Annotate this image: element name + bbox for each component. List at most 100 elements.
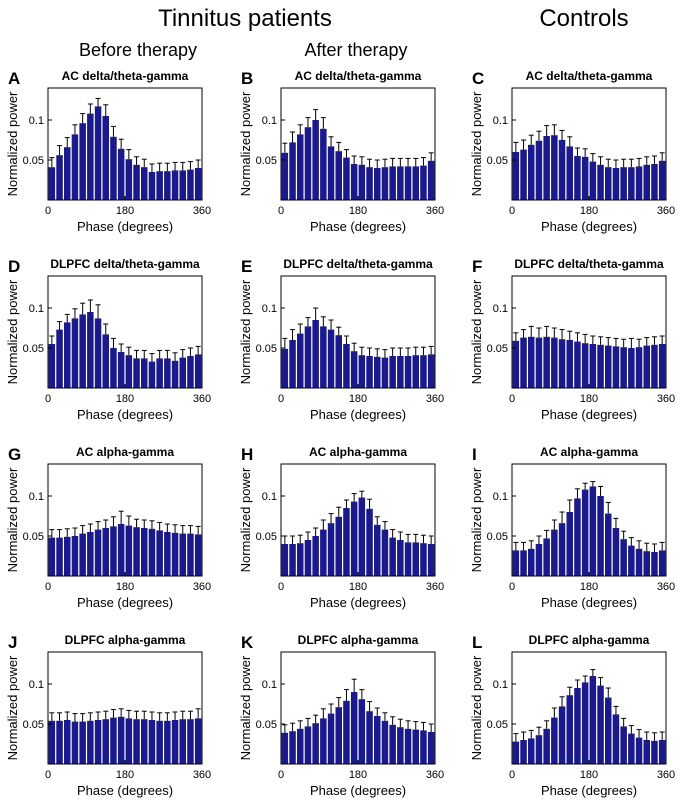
bar-e-4 <box>312 320 319 388</box>
bar-d-14 <box>156 358 163 388</box>
panel-title-l: DLPFC alpha-gamma <box>529 633 650 647</box>
panel-title-g: AC alpha-gamma <box>76 445 174 459</box>
xtick-label-h-0: 0 <box>278 581 284 593</box>
panel-label-l: L <box>472 633 482 652</box>
ytick-label-c-0.1: 0.1 <box>493 115 508 127</box>
xtick-label-k-0: 0 <box>278 769 284 781</box>
xtick-label-a-180: 180 <box>116 205 134 217</box>
axes-frame-e <box>280 275 436 389</box>
bar-j-4 <box>79 721 86 764</box>
bar-e-7 <box>335 335 342 388</box>
bar-h-16 <box>404 542 412 576</box>
ytick-label-d-0.1: 0.1 <box>29 303 44 315</box>
bar-i-11 <box>597 496 604 576</box>
xtick-label-d-180: 180 <box>116 393 134 405</box>
ytick-label-i-0.1: 0.1 <box>493 491 508 503</box>
bar-c-5 <box>551 135 558 200</box>
bar-i-14 <box>620 539 627 576</box>
bar-f-17 <box>643 345 650 388</box>
bar-e-14 <box>389 356 396 388</box>
axes-frame-b <box>280 87 436 201</box>
bar-a-18 <box>187 169 194 200</box>
bar-k-17 <box>412 729 419 764</box>
bar-b-11 <box>366 167 373 200</box>
bar-b-0 <box>281 152 289 200</box>
xlabel-h: Phase (degrees) <box>310 595 406 610</box>
bar-c-15 <box>628 167 635 200</box>
bar-l-17 <box>643 740 650 764</box>
bar-i-2 <box>528 548 535 576</box>
bar-i-15 <box>628 545 635 576</box>
xlabel-j: Phase (degrees) <box>77 783 173 798</box>
bar-l-3 <box>535 735 543 764</box>
bar-b-2 <box>297 134 304 200</box>
bar-g-10 <box>125 525 133 576</box>
bar-h-14 <box>389 537 396 576</box>
bar-i-5 <box>551 529 558 576</box>
bar-c-11 <box>597 164 604 200</box>
bar-l-15 <box>628 733 635 764</box>
panel-label-b: B <box>241 69 253 88</box>
ylabel-l: Normalized power <box>469 655 484 760</box>
ytick-label-b-0.1: 0.1 <box>262 115 277 127</box>
bar-g-2 <box>64 536 71 576</box>
bar-f-13 <box>612 346 620 388</box>
xtick-label-l-0: 0 <box>509 769 515 781</box>
bar-j-17 <box>179 719 186 764</box>
bar-c-2 <box>528 144 535 200</box>
bar-j-16 <box>171 720 179 764</box>
bar-e-12 <box>374 356 381 388</box>
bar-c-3 <box>535 140 543 200</box>
bar-g-18 <box>187 533 194 576</box>
bar-h-17 <box>412 542 419 576</box>
ylabel-b: Normalized power <box>238 91 253 196</box>
xtick-label-i-360: 360 <box>657 581 675 593</box>
bar-k-15 <box>397 727 404 764</box>
bar-j-11 <box>133 719 140 764</box>
bar-l-1 <box>520 740 527 764</box>
bar-c-8 <box>574 156 581 200</box>
bar-a-15 <box>164 171 171 200</box>
bar-d-15 <box>164 358 171 388</box>
group-title-patients: Tinnitus patients <box>158 5 332 32</box>
bar-d-13 <box>148 361 156 388</box>
bar-d-19 <box>194 354 202 388</box>
bar-j-15 <box>164 720 171 764</box>
ylabel-c: Normalized power <box>469 91 484 196</box>
bar-g-19 <box>194 534 202 576</box>
bar-e-1 <box>289 340 296 388</box>
bar-i-17 <box>643 551 650 576</box>
xtick-label-g-180: 180 <box>116 581 134 593</box>
ytick-label-f-0.1: 0.1 <box>493 303 508 315</box>
panel-label-k: K <box>241 633 254 652</box>
xtick-label-f-180: 180 <box>580 393 598 405</box>
bar-j-19 <box>194 718 202 764</box>
xtick-label-a-0: 0 <box>45 205 51 217</box>
bar-e-13 <box>381 357 389 388</box>
xlabel-e: Phase (degrees) <box>310 407 406 422</box>
bar-h-10 <box>358 497 366 576</box>
bar-g-11 <box>133 527 140 576</box>
panels-group: A AC delta/theta-gamma 0.05 0.1 0 180 360 Phase… <box>5 69 675 798</box>
bar-j-3 <box>71 721 79 764</box>
bar-b-6 <box>327 146 335 200</box>
bar-h-11 <box>366 508 373 576</box>
ytick-label-l-0.05: 0.05 <box>487 719 508 731</box>
bar-a-13 <box>148 172 156 200</box>
bar-j-12 <box>141 719 148 764</box>
xlabel-g: Phase (degrees) <box>77 595 173 610</box>
xtick-label-g-360: 360 <box>193 581 211 593</box>
bar-j-18 <box>187 719 194 764</box>
xtick-label-c-0: 0 <box>509 205 515 217</box>
bar-h-15 <box>397 540 404 576</box>
bar-c-6 <box>558 140 566 200</box>
bar-d-18 <box>187 356 194 388</box>
bar-l-9 <box>581 682 589 764</box>
bar-d-11 <box>133 358 140 388</box>
bar-d-10 <box>125 355 133 388</box>
bar-d-16 <box>171 360 179 388</box>
xtick-label-j-0: 0 <box>45 769 51 781</box>
bar-d-17 <box>179 357 186 388</box>
